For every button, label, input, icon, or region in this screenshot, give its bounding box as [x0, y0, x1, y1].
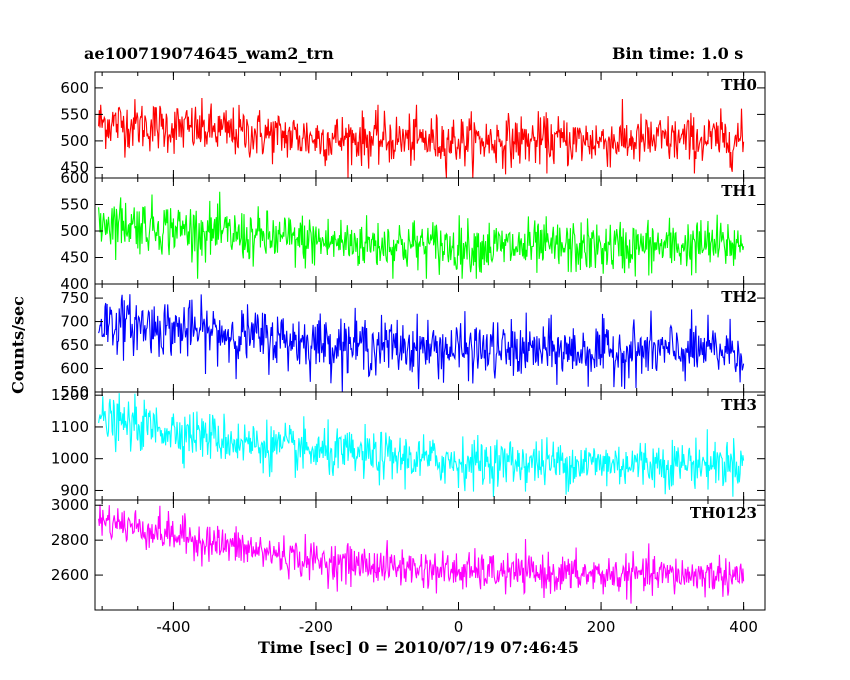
y-tick-label-th1: 550	[60, 196, 89, 214]
y-tick-label-th3: 1100	[51, 418, 89, 436]
x-tick-label: -200	[299, 618, 333, 636]
y-tick-label-th0123: 3000	[51, 496, 89, 514]
series-th0123	[98, 504, 745, 604]
panel-frame-th0	[94, 71, 766, 179]
series-th2	[98, 294, 745, 392]
panel-label-th0: TH0	[721, 76, 757, 94]
y-tick-label-th0123: 2800	[51, 531, 89, 549]
y-tick-label-th3: 900	[60, 481, 89, 499]
y-tick-label-th2: 650	[60, 336, 89, 354]
y-tick-label-th2: 750	[60, 289, 89, 307]
y-tick-label-th0: 600	[60, 79, 89, 97]
y-tick-label-th0: 500	[60, 132, 89, 150]
y-tick-label-th2: 700	[60, 313, 89, 331]
y-tick-label-th2: 550	[60, 383, 89, 401]
y-tick-label-th1: 600	[60, 169, 89, 187]
y-tick-label-th0: 550	[60, 105, 89, 123]
y-tick-label-th1: 400	[60, 275, 89, 293]
y-tick-label-th1: 500	[60, 222, 89, 240]
bin-time-label: Bin time: 1.0 s	[612, 44, 744, 63]
x-tick-label: 200	[587, 618, 616, 636]
y-tick-label-th3: 1200	[51, 386, 89, 404]
x-tick-label: 0	[454, 618, 464, 636]
y-tick-label-th1: 450	[60, 249, 89, 267]
y-tick-label-th3: 1000	[51, 450, 89, 468]
panel-frame-th2	[94, 283, 766, 393]
y-tick-label-th0: 450	[60, 158, 89, 176]
panel-label-th1: TH1	[721, 182, 757, 200]
x-tick-label: -400	[156, 618, 190, 636]
panel-label-th3: TH3	[721, 396, 757, 414]
panel-label-th2: TH2	[721, 288, 757, 306]
x-axis-label: Time [sec] 0 = 2010/07/19 07:46:45	[258, 638, 579, 657]
series-th3	[98, 393, 745, 497]
x-tick-label: 400	[729, 618, 758, 636]
y-axis-label: Counts/sec	[8, 296, 28, 394]
y-tick-label-th2: 600	[60, 360, 89, 378]
y-tick-label-th0123: 2600	[51, 566, 89, 584]
series-th1	[98, 191, 745, 279]
panel-frame-th0123	[94, 499, 766, 611]
panel-label-th0123: TH0123	[690, 504, 757, 522]
series-th0	[98, 97, 745, 178]
chart-title: ae100719074645_wam2_trn	[84, 44, 334, 63]
